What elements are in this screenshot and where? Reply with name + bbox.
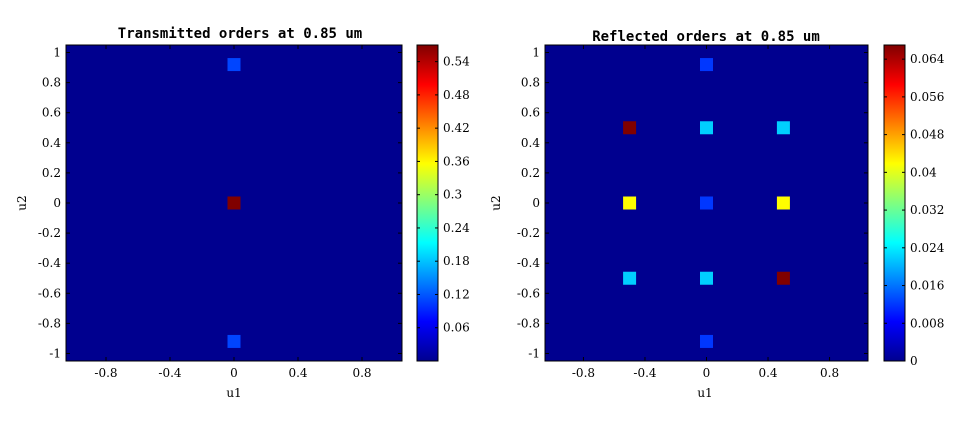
reflected-colorbar-tick-label: 0.048 [910, 128, 944, 142]
reflected-order-marker [623, 196, 637, 210]
transmitted-colorbar-tick-label: 0.36 [443, 154, 470, 168]
transmitted-y-tick-label: 0.2 [42, 166, 61, 180]
reflected-order-marker [776, 271, 790, 285]
transmitted-colorbar-tick-label: 0.48 [443, 88, 470, 102]
transmitted-x-tick-label: 0.4 [288, 366, 307, 380]
transmitted-y-tick-label: -1 [49, 346, 61, 360]
reflected-colorbar-tick-label: 0.064 [910, 52, 945, 66]
transmitted-y-tick-label: 0.8 [42, 76, 61, 90]
reflected-order-marker [776, 121, 790, 135]
reflected-order-marker [700, 196, 713, 210]
transmitted-title: Transmitted orders at 0.85 um [118, 26, 362, 42]
transmitted-y-tick-label: -0.4 [38, 256, 62, 270]
reflected-y-tick-label: 0.2 [521, 166, 540, 180]
transmitted-colorbar-tick-label: 0.18 [443, 254, 470, 268]
reflected-panel: Reflected orders at 0.85 um -0.8 -0.4 0 0.4… [489, 29, 945, 400]
reflected-order-marker [623, 121, 637, 135]
reflected-y-tick-label: -0.2 [517, 226, 540, 240]
reflected-order-marker [776, 196, 790, 210]
reflected-x-tick-label: 0.4 [758, 366, 777, 380]
reflected-y-tick-label: -1 [528, 346, 540, 360]
reflected-order-marker [623, 271, 637, 285]
reflected-x-tick-label: -0.8 [572, 366, 595, 380]
transmitted-order-marker [227, 334, 241, 348]
reflected-x-tick-label: 0 [703, 366, 711, 380]
reflected-y-tick-label: 0.6 [521, 106, 540, 120]
reflected-y-tick-label: -0.4 [517, 256, 541, 270]
transmitted-ylabel: u2 [15, 195, 29, 210]
transmitted-order-marker [227, 58, 241, 72]
reflected-y-tick-label: -0.8 [517, 316, 540, 330]
transmitted-xlabel: u1 [226, 386, 241, 400]
transmitted-y-tick-label: -0.6 [38, 286, 61, 300]
reflected-colorbar-tick-label: 0.04 [910, 165, 937, 179]
reflected-order-marker [700, 121, 713, 135]
reflected-y-tick-label: 0 [532, 196, 540, 210]
reflected-y-tick-label: 1 [532, 46, 540, 60]
transmitted-y-tick-label: 0.6 [42, 106, 61, 120]
reflected-colorbar [883, 44, 906, 362]
transmitted-colorbar-tick-label: 0.54 [443, 55, 470, 69]
transmitted-colorbar-tick-label: 0.24 [443, 221, 470, 235]
reflected-colorbar-tick-label: 0.032 [910, 203, 944, 217]
transmitted-x-tick-label: 0 [230, 366, 238, 380]
transmitted-panel: Transmitted orders at 0.85 um -0.8 -0.4 0 0… [15, 26, 470, 400]
reflected-ylabel: u2 [489, 195, 503, 210]
transmitted-colorbar-tick-label: 0.42 [443, 121, 470, 135]
transmitted-x-tick-label: 0.8 [352, 366, 371, 380]
reflected-colorbar-tick-label: 0.056 [910, 90, 944, 104]
transmitted-colorbar-tick-label: 0.06 [443, 321, 470, 335]
reflected-x-tick-label: -0.4 [633, 366, 657, 380]
transmitted-colorbar [416, 44, 439, 362]
reflected-xlabel: u1 [697, 386, 712, 400]
transmitted-x-tick-label: -0.8 [94, 366, 117, 380]
reflected-colorbar-tick-label: 0 [910, 354, 918, 368]
reflected-y-tick-label: -0.6 [517, 286, 540, 300]
transmitted-y-tick-label: -0.2 [38, 226, 61, 240]
transmitted-y-tick-label: 0.4 [42, 136, 61, 150]
reflected-title: Reflected orders at 0.85 um [592, 29, 820, 45]
transmitted-colorbar-tick-label: 0.3 [443, 188, 462, 202]
transmitted-x-tick-label: -0.4 [158, 366, 182, 380]
transmitted-y-tick-label: 1 [53, 46, 61, 60]
transmitted-colorbar-tick-label: 0.12 [443, 287, 470, 301]
reflected-colorbar-tick-label: 0.008 [910, 316, 944, 330]
reflected-order-marker [700, 334, 713, 348]
transmitted-y-tick-label: 0 [53, 196, 61, 210]
reflected-colorbar-tick-label: 0.024 [910, 241, 945, 255]
reflected-order-marker [700, 58, 713, 72]
reflected-y-tick-label: 0.4 [521, 136, 540, 150]
reflected-x-tick-label: 0.8 [820, 366, 839, 380]
reflected-order-marker [700, 271, 713, 285]
reflected-colorbar-tick-label: 0.016 [910, 279, 944, 293]
reflected-y-tick-label: 0.8 [521, 76, 540, 90]
transmitted-order-marker [227, 196, 241, 210]
transmitted-y-tick-label: -0.8 [38, 316, 61, 330]
